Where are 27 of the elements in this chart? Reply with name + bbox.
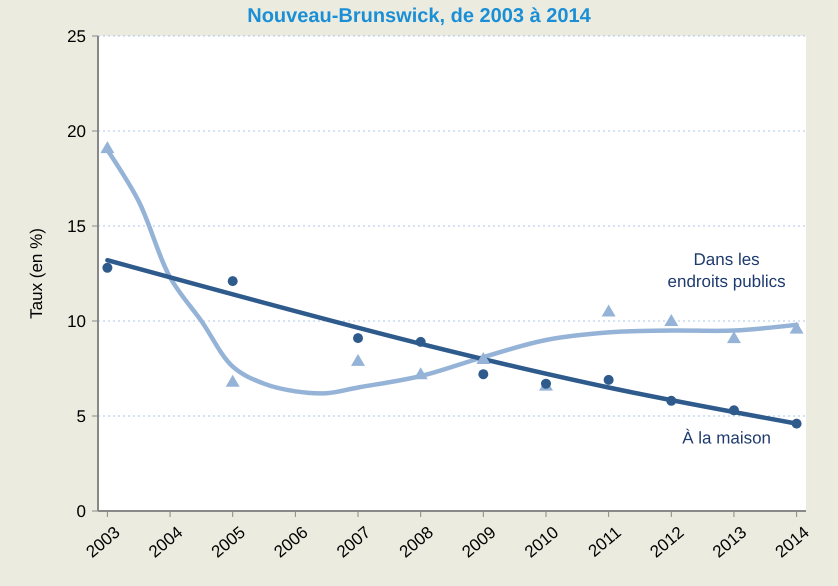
point <box>226 374 240 387</box>
chart-title: Nouveau-Brunswick, de 2003 à 2014 <box>247 5 592 27</box>
point <box>478 369 488 380</box>
point <box>726 331 741 344</box>
point <box>228 276 238 286</box>
point <box>604 374 614 385</box>
point <box>416 336 426 347</box>
point <box>353 333 364 344</box>
point <box>100 141 114 154</box>
point <box>351 354 366 366</box>
series-label: À la maison <box>682 428 772 448</box>
y-tick-label: 0 <box>76 502 86 521</box>
point <box>728 405 739 416</box>
point <box>790 322 804 334</box>
point <box>664 314 678 326</box>
y-axis-title: Taux (en %) <box>27 228 46 319</box>
point <box>792 418 802 429</box>
point <box>602 304 616 316</box>
point <box>102 262 112 273</box>
text: Dans les endroits publics <box>668 250 786 291</box>
point <box>666 396 676 406</box>
point <box>476 352 490 364</box>
y-tick-label: 15 <box>67 217 86 236</box>
y-tick-label: 20 <box>67 122 86 141</box>
y-tick-label: 5 <box>76 407 86 426</box>
y-tick-label: 25 <box>67 27 86 46</box>
y-tick-label: 10 <box>67 312 86 331</box>
